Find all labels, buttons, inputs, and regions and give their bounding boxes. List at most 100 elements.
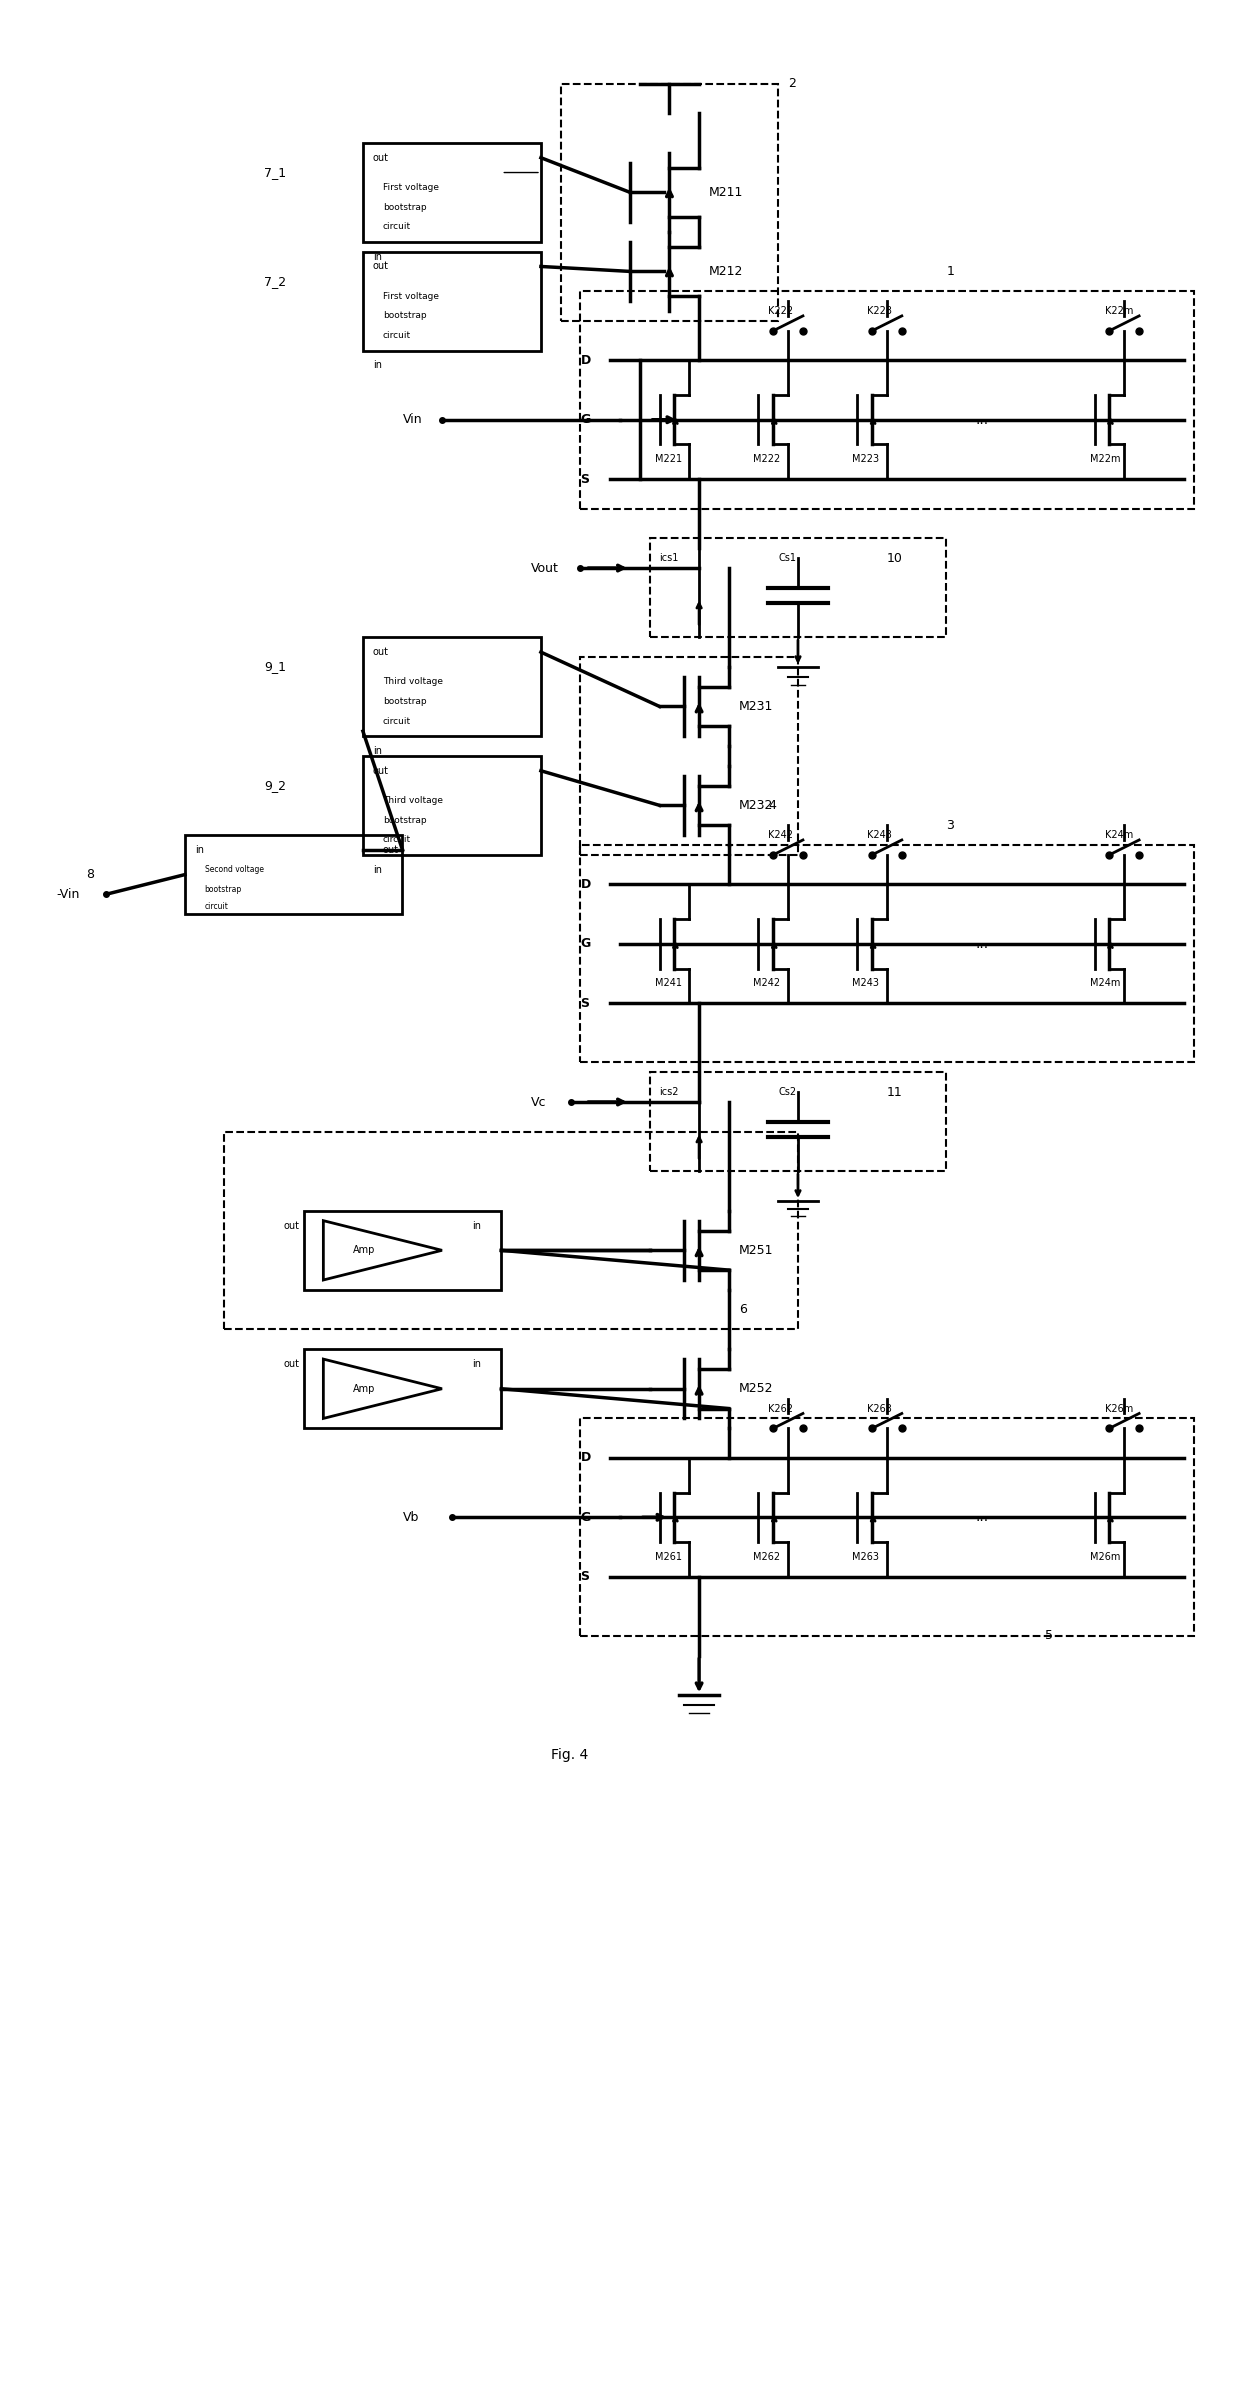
Text: K24m: K24m [1105, 831, 1133, 840]
Text: M242: M242 [754, 979, 781, 988]
Text: 9_2: 9_2 [264, 779, 286, 793]
Text: M251: M251 [739, 1243, 774, 1257]
Text: 7_1: 7_1 [264, 167, 286, 179]
Text: K242: K242 [769, 831, 794, 840]
Text: Third voltage: Third voltage [383, 795, 443, 805]
Bar [650, 538, 946, 638]
Text: circuit: circuit [383, 836, 410, 845]
Text: Cs1: Cs1 [779, 552, 796, 564]
Text: M241: M241 [655, 979, 682, 988]
Text: Vc: Vc [531, 1095, 547, 1110]
Text: M26m: M26m [1090, 1552, 1120, 1562]
Text: bootstrap: bootstrap [383, 817, 427, 824]
Text: G: G [580, 1512, 590, 1524]
Text: bootstrap: bootstrap [383, 202, 427, 212]
Text: out: out [383, 845, 399, 855]
Text: circuit: circuit [383, 331, 410, 340]
Text: ics1: ics1 [660, 552, 680, 564]
Text: ...: ... [976, 1510, 990, 1524]
Text: circuit: circuit [383, 717, 410, 726]
Text: M243: M243 [852, 979, 879, 988]
Text: in: in [471, 1360, 481, 1369]
Bar [363, 638, 541, 736]
Text: in: in [373, 252, 382, 262]
Text: in: in [373, 864, 382, 874]
Text: 3: 3 [946, 819, 954, 831]
Text: in: in [195, 845, 203, 855]
Text: in: in [471, 1221, 481, 1231]
Text: D: D [580, 355, 590, 367]
Text: M24m: M24m [1090, 979, 1120, 988]
Bar [224, 1131, 799, 1329]
Bar [363, 252, 541, 350]
Text: 10: 10 [887, 552, 903, 564]
Text: out: out [373, 152, 389, 162]
Text: 8: 8 [86, 869, 94, 881]
Text: Vout: Vout [531, 562, 559, 574]
Text: out: out [373, 262, 389, 271]
Text: M231: M231 [739, 700, 773, 712]
Text: G: G [580, 938, 590, 950]
Text: Second voltage: Second voltage [205, 864, 264, 874]
Text: 9_1: 9_1 [264, 660, 286, 674]
Bar [363, 143, 541, 243]
Text: 11: 11 [887, 1086, 903, 1098]
Text: First voltage: First voltage [383, 290, 439, 300]
Text: D: D [580, 879, 590, 890]
Text: 6: 6 [739, 1302, 746, 1317]
Bar [580, 1419, 1194, 1636]
Bar [185, 836, 403, 914]
Text: M222: M222 [754, 455, 781, 464]
Text: M262: M262 [754, 1552, 781, 1562]
Text: Third voltage: Third voltage [383, 676, 443, 686]
Text: out: out [284, 1221, 300, 1231]
Text: K243: K243 [867, 831, 892, 840]
Bar [304, 1350, 501, 1429]
Text: out: out [284, 1360, 300, 1369]
Text: G: G [580, 414, 590, 426]
Text: S: S [580, 1569, 589, 1583]
Text: Amp: Amp [353, 1245, 376, 1255]
Bar [650, 1071, 946, 1171]
Text: M22m: M22m [1090, 455, 1120, 464]
Text: Cs2: Cs2 [779, 1088, 796, 1098]
Text: in: in [373, 360, 382, 371]
Text: 7_2: 7_2 [264, 274, 286, 288]
Text: out: out [373, 767, 389, 776]
Text: M261: M261 [655, 1552, 682, 1562]
Text: ...: ... [976, 412, 990, 426]
Text: 4: 4 [769, 800, 776, 812]
Text: M211: M211 [709, 186, 743, 198]
Bar [580, 845, 1194, 1062]
Text: D: D [580, 1452, 590, 1464]
Text: S: S [580, 471, 589, 486]
Text: M263: M263 [852, 1552, 879, 1562]
Text: M252: M252 [739, 1383, 774, 1395]
Text: bootstrap: bootstrap [383, 698, 427, 707]
Bar [580, 657, 799, 855]
Text: M221: M221 [655, 455, 682, 464]
Text: Amp: Amp [353, 1383, 376, 1393]
Text: K22m: K22m [1105, 307, 1133, 317]
Text: M212: M212 [709, 264, 743, 279]
Bar [580, 290, 1194, 510]
Text: out: out [373, 648, 389, 657]
Text: bootstrap: bootstrap [205, 886, 242, 893]
Text: S: S [580, 998, 589, 1010]
Text: 5: 5 [1045, 1629, 1053, 1643]
Text: K223: K223 [867, 307, 893, 317]
Text: circuit: circuit [383, 221, 410, 231]
Text: ics2: ics2 [660, 1088, 680, 1098]
Text: K262: K262 [769, 1402, 794, 1414]
Text: 2: 2 [789, 76, 796, 90]
Text: circuit: circuit [205, 902, 228, 910]
Text: Vb: Vb [403, 1512, 419, 1524]
Text: M232: M232 [739, 800, 773, 812]
Bar [304, 1212, 501, 1291]
Text: 1: 1 [946, 264, 954, 279]
Text: -Vin: -Vin [56, 888, 79, 900]
Text: First voltage: First voltage [383, 183, 439, 193]
Bar [560, 83, 779, 321]
Text: in: in [373, 745, 382, 757]
Text: K26m: K26m [1105, 1402, 1133, 1414]
